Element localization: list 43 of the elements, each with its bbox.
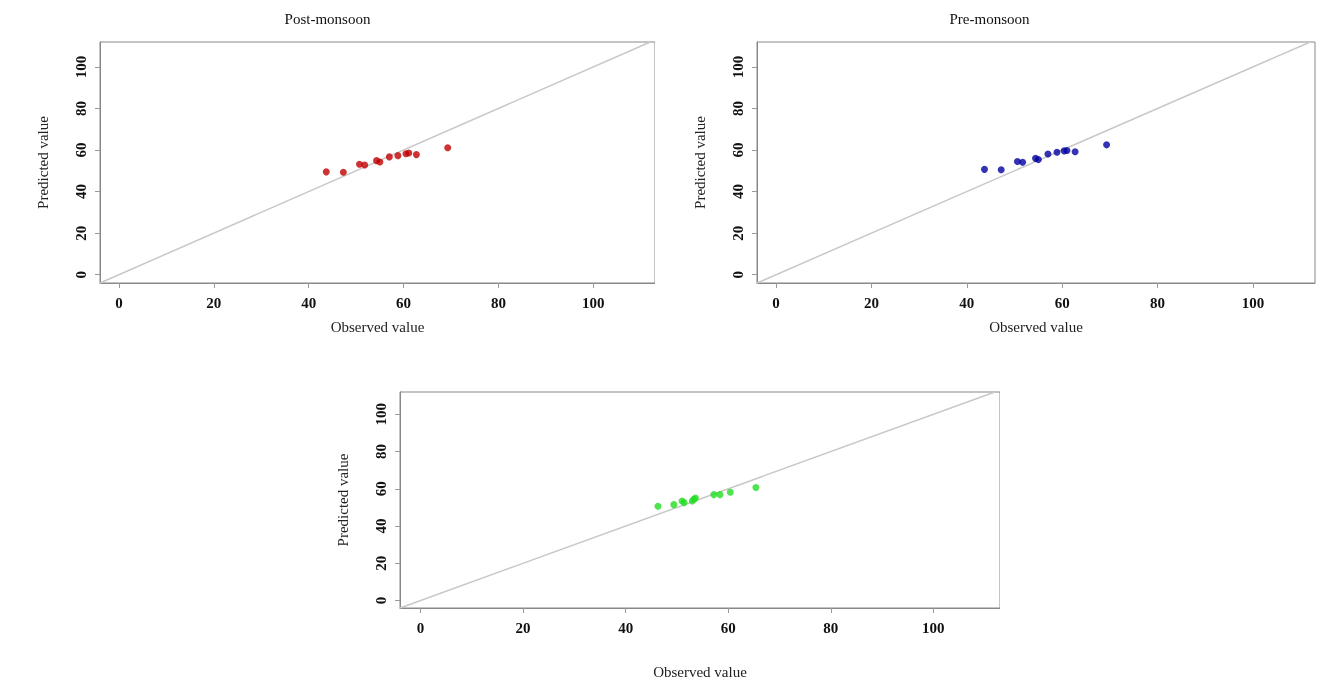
y-tick-label: 60 — [372, 481, 389, 497]
x-tick-label: 0 — [115, 294, 123, 311]
x-tick-label: 100 — [582, 294, 605, 311]
x-tick-label: 80 — [490, 294, 506, 311]
x-tick-label: 80 — [823, 619, 839, 636]
y-axis-title: Predicted value — [334, 453, 351, 547]
x-tick-label: 60 — [396, 294, 412, 311]
y-tick-label: 60 — [729, 142, 746, 158]
x-tick-label: 60 — [1054, 294, 1070, 311]
x-tick-label: 0 — [772, 294, 780, 311]
y-axis-title: Predicted value — [34, 115, 51, 209]
x-tick-label: 40 — [959, 294, 975, 311]
x-tick-label: 80 — [1150, 294, 1166, 311]
x-tick-label: 20 — [515, 619, 531, 636]
y-tick-label: 100 — [729, 55, 746, 79]
y-axis-title: Predicted value — [691, 115, 708, 209]
y-tick-label: 0 — [729, 270, 746, 279]
y-tick-label: 20 — [729, 225, 746, 241]
x-tick-label: 0 — [416, 619, 425, 636]
y-tick-label: 100 — [372, 403, 389, 426]
x-tick-label: 20 — [863, 294, 879, 311]
x-tick-label: 100 — [1241, 294, 1265, 311]
y-tick-label: 40 — [729, 184, 746, 200]
y-tick-label: 0 — [72, 270, 89, 279]
y-tick-label: 80 — [729, 100, 746, 116]
x-tick-label: 40 — [618, 619, 634, 636]
y-tick-label: 40 — [72, 184, 89, 200]
x-tick-label: 100 — [922, 619, 945, 636]
x-tick-label: 40 — [301, 294, 317, 311]
y-tick-label: 60 — [72, 142, 89, 158]
x-tick-label: 20 — [206, 294, 222, 311]
chart-title: Pre-monsoon — [949, 10, 1030, 27]
y-tick-label: 20 — [372, 555, 389, 571]
chart-title: Post-monsoon — [284, 10, 371, 27]
y-tick-label: 100 — [72, 55, 89, 79]
x-axis-title: Observed value — [653, 663, 748, 680]
y-tick-label: 20 — [72, 225, 89, 241]
y-tick-label: 40 — [372, 518, 389, 534]
x-axis-title: Observed value — [989, 318, 1084, 335]
y-tick-label: 0 — [372, 596, 389, 605]
y-tick-label: 80 — [72, 100, 89, 116]
x-axis-title: Observed value — [330, 318, 425, 335]
y-tick-label: 80 — [372, 444, 389, 460]
